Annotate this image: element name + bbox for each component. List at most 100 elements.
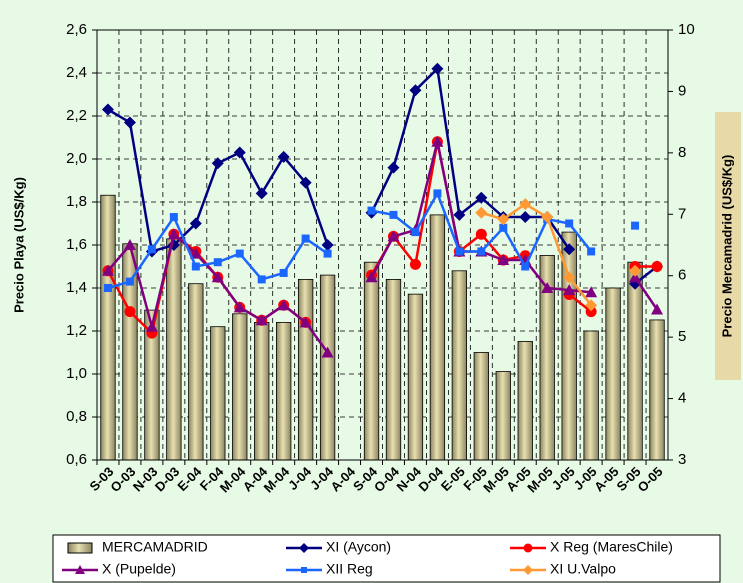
marker bbox=[169, 213, 178, 222]
bar bbox=[297, 278, 314, 461]
marker bbox=[257, 275, 266, 284]
marker bbox=[323, 249, 332, 258]
legend-label: XI U.Valpo bbox=[550, 561, 616, 577]
legend-label: X Reg (MaresChile) bbox=[550, 539, 673, 555]
marker bbox=[433, 189, 442, 198]
marker bbox=[233, 301, 246, 313]
y-tick-label: 1,2 bbox=[66, 322, 87, 339]
marker bbox=[411, 228, 420, 237]
y-tick-label: 2,6 bbox=[66, 21, 87, 38]
legend: MERCAMADRID XI (Aycon) X Reg (MaresChile) X… bbox=[52, 534, 721, 583]
marker bbox=[651, 261, 663, 272]
bar bbox=[649, 319, 665, 461]
marker bbox=[497, 213, 510, 226]
marker bbox=[191, 262, 200, 271]
marker bbox=[431, 62, 444, 75]
marker bbox=[475, 191, 488, 204]
y-tick-label: 0,8 bbox=[66, 408, 87, 425]
marker bbox=[233, 146, 246, 159]
y2-tick-label: 7 bbox=[678, 205, 686, 222]
marker bbox=[523, 565, 533, 575]
y2-tick-label: 6 bbox=[678, 267, 686, 284]
bar bbox=[276, 321, 292, 461]
marker bbox=[519, 211, 532, 224]
marker bbox=[321, 239, 334, 251]
marker bbox=[523, 543, 533, 553]
marker bbox=[301, 234, 310, 243]
marker bbox=[563, 243, 576, 256]
y-tick-label: 2,0 bbox=[66, 150, 87, 167]
marker bbox=[125, 277, 134, 286]
marker bbox=[167, 228, 180, 240]
bar bbox=[188, 283, 204, 461]
y2-title-box bbox=[715, 112, 741, 380]
marker bbox=[277, 299, 290, 311]
legend-label: MERCAMADRID bbox=[102, 539, 208, 555]
marker bbox=[103, 284, 112, 292]
bar bbox=[232, 313, 248, 461]
marker bbox=[145, 320, 158, 332]
marker bbox=[75, 565, 85, 574]
marker bbox=[519, 198, 532, 211]
marker bbox=[541, 211, 554, 224]
bar bbox=[517, 341, 533, 461]
y2-tick-label: 4 bbox=[678, 390, 686, 407]
marker bbox=[499, 223, 508, 232]
marker bbox=[189, 217, 202, 230]
plot: 0,6 0,8 1,0 1,2 1,4 1,6 1,8 2,0 2,2 2,4 2,6 3 4 5 6 7 8 9… bbox=[66, 21, 695, 496]
bar bbox=[627, 261, 643, 461]
y2-tick-label: 10 bbox=[678, 21, 695, 38]
bar bbox=[495, 371, 511, 461]
y-tick-label: 1,6 bbox=[66, 236, 87, 253]
bar bbox=[166, 238, 182, 461]
bar bbox=[429, 214, 446, 461]
y-tick-label: 1,8 bbox=[66, 193, 87, 210]
legend-box bbox=[52, 534, 721, 583]
bar bbox=[473, 352, 489, 461]
marker bbox=[101, 264, 114, 276]
marker bbox=[211, 271, 224, 283]
marker bbox=[563, 284, 576, 296]
marker bbox=[189, 247, 202, 259]
y-tick-label: 1,0 bbox=[66, 365, 87, 382]
marker bbox=[521, 262, 530, 271]
marker bbox=[255, 314, 268, 326]
y2-tick-label: 3 bbox=[678, 451, 686, 468]
legend-label: X (Pupelde) bbox=[102, 561, 176, 577]
bar bbox=[451, 270, 468, 461]
legend-label: XI (Aycon) bbox=[326, 539, 391, 555]
marker bbox=[321, 346, 334, 358]
legend-swatch bbox=[67, 542, 93, 554]
marker bbox=[563, 271, 576, 284]
marker bbox=[651, 303, 664, 315]
bar bbox=[100, 194, 116, 461]
marker bbox=[277, 150, 290, 163]
marker bbox=[299, 543, 309, 553]
bar bbox=[363, 261, 380, 461]
bar bbox=[605, 287, 621, 461]
bar bbox=[385, 278, 402, 461]
marker bbox=[299, 176, 312, 189]
bar bbox=[407, 293, 424, 461]
marker bbox=[431, 135, 444, 147]
y-tick-label: 1,4 bbox=[66, 279, 87, 296]
y-tick-label: 2,4 bbox=[66, 64, 87, 81]
y-axis-title: Precio Playa (US$/Kg) bbox=[11, 177, 26, 313]
marker bbox=[475, 228, 487, 240]
plot-frame bbox=[96, 29, 669, 461]
marker bbox=[565, 219, 574, 228]
marker bbox=[365, 271, 378, 283]
marker bbox=[455, 247, 464, 256]
marker bbox=[453, 208, 466, 221]
y-tick-label: 2,2 bbox=[66, 107, 87, 124]
marker bbox=[585, 286, 598, 298]
marker bbox=[235, 249, 244, 258]
marker bbox=[409, 84, 422, 97]
marker bbox=[631, 221, 640, 230]
marker bbox=[123, 116, 136, 129]
y2-axis-title: Precio Mercamadrid (US$/Kg) bbox=[719, 155, 734, 338]
legend-label: XII Reg bbox=[326, 561, 373, 577]
marker bbox=[124, 306, 136, 318]
marker bbox=[585, 299, 598, 312]
marker bbox=[101, 103, 114, 116]
